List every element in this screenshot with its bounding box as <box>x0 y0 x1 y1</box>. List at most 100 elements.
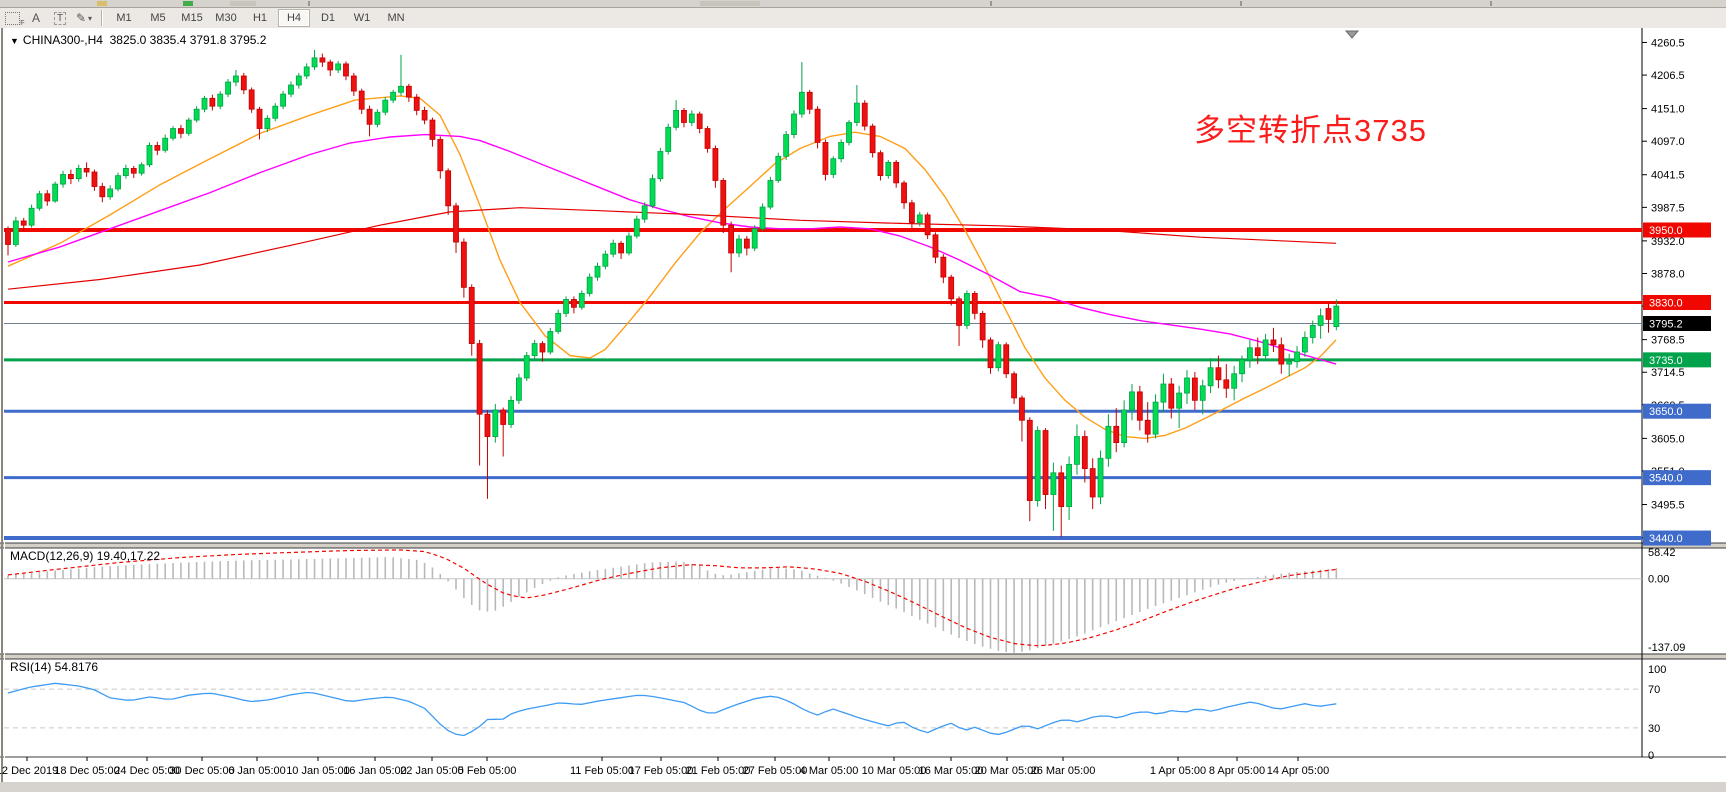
svg-text:3540.0: 3540.0 <box>1649 473 1683 485</box>
tf-button-d1[interactable]: D1 <box>320 12 336 24</box>
draw-tool-icon[interactable]: ✎ ▾ <box>75 11 93 25</box>
rsi-line <box>7 682 1337 737</box>
tf-button-mn[interactable]: MN <box>387 12 405 24</box>
price-axis: 4260.5 4206.5 4151.0 4097.0 4041.5 3987.5 3932… <box>1642 37 1711 762</box>
chart-window-bg <box>0 28 1726 782</box>
window-bottom-strip <box>0 782 1726 792</box>
tf-button-m30[interactable]: M30 <box>215 12 237 24</box>
time-label: 20 Mar 05:00 <box>975 765 1040 777</box>
svg-text:4041.5: 4041.5 <box>1651 170 1685 182</box>
svg-text:3714.5: 3714.5 <box>1651 367 1685 379</box>
symbol-title[interactable]: ▼ CHINA300-,H4 3825.0 3835.4 3791.8 3795.… <box>10 33 266 47</box>
time-label: 26 Mar 05:00 <box>1031 765 1096 777</box>
time-label: 24 Dec 05:00 <box>114 765 179 777</box>
tf-button-m1[interactable]: M1 <box>116 12 132 24</box>
svg-text:3830.0: 3830.0 <box>1649 297 1683 309</box>
tf-button-h1[interactable]: H1 <box>252 12 268 24</box>
tf-button-w1[interactable]: W1 <box>353 12 371 24</box>
svg-text:3932.0: 3932.0 <box>1651 236 1685 248</box>
time-label: 6 Jan 05:00 <box>228 765 286 777</box>
main-price-panel <box>4 50 1642 541</box>
time-label: 12 Dec 2019 <box>0 765 58 777</box>
time-label: 10 Jan 05:00 <box>286 765 350 777</box>
chevron-down-icon: ▾ <box>88 13 93 23</box>
svg-text:3495.5: 3495.5 <box>1651 500 1685 512</box>
toolbar-fragment <box>183 1 193 6</box>
svg-text:4260.5: 4260.5 <box>1651 37 1685 49</box>
toolbar-fragment <box>1240 1 1242 6</box>
time-label: 5 Feb 05:00 <box>458 765 517 777</box>
time-label: 21 Feb 05:00 <box>686 765 751 777</box>
macd-signal-line <box>7 549 1337 647</box>
toolbar-fragment <box>97 1 107 6</box>
price-badge-3950.0: 3950.0 <box>1643 222 1711 238</box>
time-label: 17 Feb 05:00 <box>629 765 694 777</box>
toolbar-fragment <box>990 1 992 6</box>
svg-text:3650.0: 3650.0 <box>1649 406 1683 418</box>
time-label: 8 Apr 05:00 <box>1209 765 1265 777</box>
time-label: 27 Feb 05:00 <box>743 765 808 777</box>
macd-axis-label: 58.42 <box>1648 547 1676 559</box>
time-label: 18 Dec 05:00 <box>54 765 119 777</box>
svg-text:3440.0: 3440.0 <box>1649 533 1683 545</box>
toolbar-separator <box>101 10 102 26</box>
ma-mid-line <box>7 133 1337 365</box>
svg-text:3987.5: 3987.5 <box>1651 202 1685 214</box>
candles <box>5 50 1340 537</box>
rsi-axis-label: 30 <box>1648 723 1660 735</box>
svg-text:3768.5: 3768.5 <box>1651 335 1685 347</box>
time-label: 30 Dec 05:00 <box>169 765 234 777</box>
macd-indicator-label: MACD(12,26,9) 19.40,17.22 <box>10 549 161 563</box>
price-badge-3440.0: 3440.0 <box>1643 530 1711 546</box>
rsi-indicator-label: RSI(14) 54.8176 <box>10 660 99 674</box>
time-label: 11 Feb 05:00 <box>570 765 634 777</box>
price-badge-3830.0: 3830.0 <box>1643 294 1711 310</box>
rsi-panel <box>4 682 1642 737</box>
timeframe-button-group: M1 M5 M15 M30 H1 H4 D1 W1 MN <box>107 9 413 27</box>
svg-text:3950.0: 3950.0 <box>1649 225 1683 237</box>
ma-slow-line <box>7 207 1337 290</box>
chart-shift-marker-icon[interactable] <box>1344 30 1360 39</box>
tf-button-m15[interactable]: M15 <box>181 12 203 24</box>
svg-text:4206.5: 4206.5 <box>1651 70 1685 82</box>
svg-text:3878.0: 3878.0 <box>1651 268 1685 280</box>
price-badge-3540.0: 3540.0 <box>1643 470 1711 486</box>
toolbar-fragment <box>700 1 760 6</box>
chart-annotation-text: 多空转折点3735 <box>1194 113 1427 148</box>
rsi-axis-label: 100 <box>1648 664 1666 676</box>
macd-panel <box>4 549 1642 653</box>
toolbar-fragment <box>230 1 256 6</box>
svg-text:3795.2: 3795.2 <box>1649 318 1683 330</box>
time-label: 16 Mar 05:00 <box>919 765 984 777</box>
svg-text:3735.0: 3735.0 <box>1649 355 1683 367</box>
time-label: 10 Mar 05:00 <box>862 765 927 777</box>
top-toolbar-strip <box>0 0 1726 8</box>
rsi-axis-label: 70 <box>1648 684 1660 696</box>
ma-fast-line <box>7 95 1337 440</box>
toolbar-fragment <box>1490 1 1492 6</box>
symbol-dropdown-icon: ▼ <box>10 36 19 46</box>
time-label: 22 Jan 05:00 <box>400 765 464 777</box>
text-box-tool-icon[interactable]: T <box>49 10 71 26</box>
svg-text:4097.0: 4097.0 <box>1651 136 1685 148</box>
svg-text:4151.0: 4151.0 <box>1651 104 1685 116</box>
toolbar-fragment <box>308 1 310 6</box>
tf-button-h4[interactable]: H4 <box>278 9 310 27</box>
indicators-grid-icon[interactable]: F <box>1 10 25 27</box>
time-label: 1 Apr 05:00 <box>1150 765 1206 777</box>
time-label: 14 Apr 05:00 <box>1267 765 1329 777</box>
text-label-tool-icon[interactable]: A <box>31 11 40 25</box>
rsi-axis-label: 0 <box>1648 750 1654 762</box>
macd-axis-label: 0.00 <box>1648 574 1669 586</box>
price-badge-3650.0: 3650.0 <box>1643 403 1711 419</box>
macd-axis-label: -137.09 <box>1648 642 1685 654</box>
symbol-ohlc-text: CHINA300-,H4 3825.0 3835.4 3791.8 3795.2 <box>22 33 267 47</box>
svg-text:3605.0: 3605.0 <box>1651 433 1685 445</box>
time-label: 4 Mar 05:00 <box>800 765 859 777</box>
price-badge-3795.2: 3795.2 <box>1643 315 1711 331</box>
tf-button-m5[interactable]: M5 <box>150 12 166 24</box>
time-label: 16 Jan 05:00 <box>343 765 407 777</box>
